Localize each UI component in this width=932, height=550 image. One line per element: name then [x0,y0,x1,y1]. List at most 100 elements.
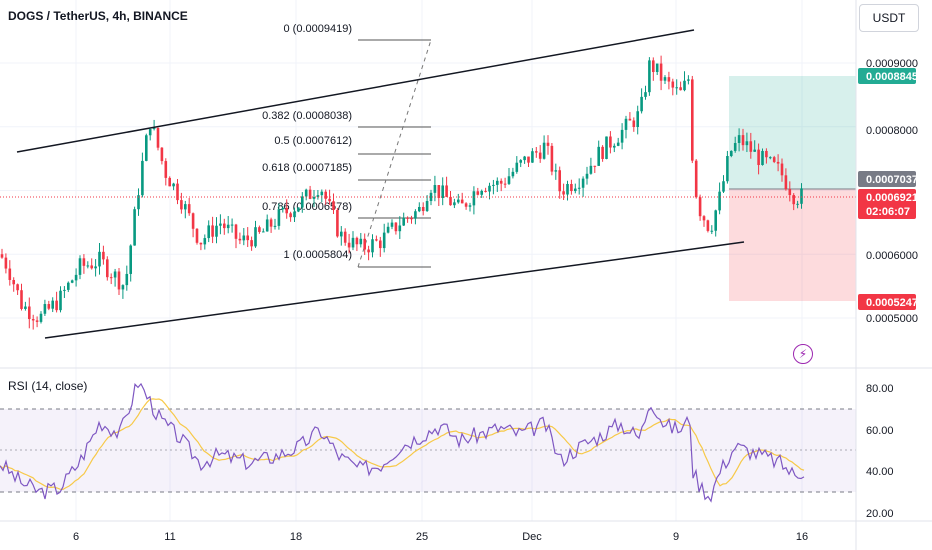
candle-body [199,242,203,245]
candle-body [141,160,144,196]
candle-body [63,289,66,291]
candle-body [784,175,788,190]
candle-body [605,136,608,159]
candle-body [211,225,214,237]
candle-body [176,183,179,201]
candle-body [102,251,105,260]
candle-body [484,190,487,192]
candle-body [574,188,577,192]
candle-body [601,146,604,159]
candle-body [476,191,480,195]
candle-body [8,268,12,280]
candle-body [597,146,600,166]
candle-body [371,239,374,253]
candle-body [320,191,324,196]
candle-body [336,210,339,237]
candle-body [542,142,546,159]
candle-body [749,141,753,152]
candle-body [464,203,468,207]
candle-body [328,198,331,202]
candle-body [281,207,285,210]
lightning-bolt-icon[interactable]: ⚡ [793,344,813,364]
candle-body [375,239,378,241]
candle-body [215,225,218,237]
candle-body [351,237,355,248]
candle-body [203,238,207,245]
candle-body [468,205,472,207]
candle-body [265,219,269,232]
candle-body [655,63,659,72]
candle-body [698,197,702,217]
time-label-6: 6 [73,531,79,543]
price-tick-0006: 0.0006000 [866,250,918,262]
candle-body [98,251,101,267]
entry-badge: 0.0007037 [858,171,918,187]
channel-upper-line[interactable] [16,29,695,153]
candle-body [262,231,265,233]
candle-body [562,191,565,195]
candle-body [644,92,647,97]
candle-body [156,127,160,148]
candle-body [691,79,694,161]
candle-body [363,238,366,250]
candle-body [511,171,515,177]
channel-lower-line[interactable] [44,241,745,339]
candle-body [772,157,776,162]
price-tick-0005: 0.0005000 [866,313,918,325]
candle-body [82,258,86,266]
take-profit-zone[interactable] [729,76,856,189]
candle-body [4,257,8,269]
candle-body [581,178,585,188]
candle-body [769,157,772,159]
rsi-title: RSI (14, close) [8,379,87,393]
candle-body [308,189,312,199]
candle-body [109,277,113,279]
candle-body [538,152,542,159]
current-price-badge: 0.0006921 02:06:07 [858,189,918,219]
candle-body [745,141,749,146]
take-profit-value: 0.0008845 [866,71,918,83]
current-price-value: 0.0006921 [866,192,918,204]
time-label-16: 16 [796,531,808,543]
candle-body [394,222,398,232]
candle-body [402,217,405,226]
candle-body [761,150,764,166]
candle-body [226,224,230,229]
currency-selector-button[interactable]: USDT [859,4,919,32]
candle-body [55,300,58,311]
candle-body [125,273,129,286]
candle-body [39,313,43,322]
candle-body [324,191,327,199]
stop-loss-zone[interactable] [729,189,856,301]
candle-body [757,149,760,166]
candle-body [106,259,109,278]
candle-body [733,143,737,151]
candle-body [616,142,620,146]
candle-body [51,300,54,309]
candle-body [800,188,803,204]
candle-body [437,185,441,198]
candle-body [340,231,343,237]
countdown-value: 02:06:07 [866,206,910,218]
candle-body [379,240,382,249]
candle-body [113,271,117,278]
candle-body [152,127,156,130]
candle-body [441,185,444,198]
candle-body [722,181,725,192]
candle-body [246,235,249,241]
candle-body [652,60,655,72]
candle-body [683,80,686,91]
candle-body [117,271,121,290]
rsi-pane [0,382,856,503]
candle-body [710,230,714,232]
candle-body [285,207,288,214]
candle-body [714,210,717,231]
candle-body [496,180,499,185]
candle-body [355,237,359,245]
candle-body [59,290,62,311]
candle-body [620,129,624,143]
candle-body [472,191,476,206]
candle-body [675,87,678,89]
candle-body [168,177,171,187]
